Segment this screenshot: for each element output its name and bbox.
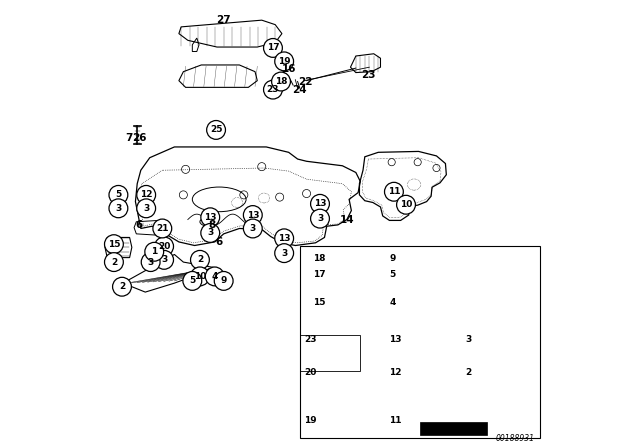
Text: 17: 17 bbox=[314, 270, 326, 279]
Circle shape bbox=[243, 219, 262, 238]
Text: 3: 3 bbox=[317, 214, 323, 223]
Text: 12: 12 bbox=[140, 190, 152, 199]
Circle shape bbox=[275, 229, 294, 248]
Text: 3: 3 bbox=[465, 336, 472, 345]
Circle shape bbox=[397, 195, 415, 214]
Text: 2: 2 bbox=[119, 282, 125, 291]
Text: 13: 13 bbox=[246, 211, 259, 220]
Text: 9: 9 bbox=[389, 254, 396, 263]
Text: 13: 13 bbox=[314, 199, 326, 208]
Circle shape bbox=[205, 267, 224, 286]
Text: 11: 11 bbox=[389, 416, 402, 425]
Text: 1: 1 bbox=[151, 247, 157, 256]
Circle shape bbox=[264, 39, 282, 57]
Bar bbox=[420, 422, 487, 435]
Circle shape bbox=[109, 199, 128, 218]
Text: 24: 24 bbox=[292, 85, 307, 95]
Text: 16: 16 bbox=[282, 65, 297, 74]
Circle shape bbox=[104, 253, 124, 271]
Circle shape bbox=[214, 271, 233, 290]
Text: 3: 3 bbox=[250, 224, 256, 233]
Text: 23: 23 bbox=[305, 336, 317, 345]
Text: 6: 6 bbox=[136, 220, 143, 230]
Text: 19: 19 bbox=[305, 416, 317, 425]
Text: 22: 22 bbox=[298, 77, 313, 86]
Circle shape bbox=[191, 250, 209, 269]
Text: 9: 9 bbox=[221, 276, 227, 285]
Text: 19: 19 bbox=[278, 57, 291, 66]
Text: 7: 7 bbox=[125, 133, 133, 143]
Circle shape bbox=[183, 271, 202, 290]
Text: 26: 26 bbox=[132, 133, 147, 143]
Circle shape bbox=[275, 244, 294, 263]
Text: 23: 23 bbox=[361, 70, 376, 80]
Circle shape bbox=[385, 182, 403, 201]
Bar bbox=[300, 246, 540, 438]
Text: 13: 13 bbox=[278, 234, 291, 243]
Text: 15: 15 bbox=[314, 298, 326, 307]
Circle shape bbox=[155, 250, 173, 269]
Text: 23: 23 bbox=[267, 85, 279, 94]
Text: 6: 6 bbox=[216, 237, 223, 247]
Bar bbox=[300, 335, 360, 371]
Text: 18: 18 bbox=[275, 77, 287, 86]
Circle shape bbox=[104, 235, 124, 254]
Text: 10: 10 bbox=[194, 272, 206, 281]
Text: 5: 5 bbox=[389, 270, 396, 279]
Text: 8: 8 bbox=[208, 220, 215, 230]
Text: 13: 13 bbox=[389, 336, 402, 345]
Text: 3: 3 bbox=[143, 204, 149, 213]
Text: 18: 18 bbox=[314, 254, 326, 263]
Text: 13: 13 bbox=[204, 213, 216, 222]
Text: 3: 3 bbox=[148, 258, 154, 267]
Circle shape bbox=[243, 206, 262, 224]
Text: 4: 4 bbox=[389, 298, 396, 307]
Circle shape bbox=[109, 185, 128, 204]
Text: 3: 3 bbox=[161, 255, 167, 264]
Text: 12: 12 bbox=[389, 368, 402, 377]
Text: 17: 17 bbox=[267, 43, 279, 52]
Text: 27: 27 bbox=[216, 15, 231, 25]
Text: 4: 4 bbox=[212, 272, 218, 281]
Circle shape bbox=[310, 194, 330, 213]
Circle shape bbox=[201, 208, 220, 227]
Text: 2: 2 bbox=[465, 368, 472, 377]
Text: 3: 3 bbox=[207, 228, 213, 237]
Circle shape bbox=[137, 185, 156, 204]
Text: 10: 10 bbox=[400, 200, 412, 209]
Circle shape bbox=[191, 267, 209, 286]
Circle shape bbox=[153, 219, 172, 238]
Text: 11: 11 bbox=[388, 187, 400, 196]
Circle shape bbox=[264, 80, 282, 99]
Text: 00188931: 00188931 bbox=[495, 434, 534, 443]
Circle shape bbox=[137, 199, 156, 218]
Text: 21: 21 bbox=[156, 224, 168, 233]
Text: 3: 3 bbox=[115, 204, 122, 213]
Circle shape bbox=[113, 277, 131, 296]
Text: 5: 5 bbox=[115, 190, 122, 199]
Circle shape bbox=[145, 242, 164, 261]
Text: 3: 3 bbox=[281, 249, 287, 258]
Text: 20: 20 bbox=[158, 242, 170, 251]
Text: 2: 2 bbox=[197, 255, 203, 264]
Circle shape bbox=[155, 237, 173, 256]
Text: 20: 20 bbox=[305, 368, 317, 377]
Circle shape bbox=[141, 253, 160, 271]
Text: 14: 14 bbox=[340, 215, 354, 224]
Text: 25: 25 bbox=[210, 125, 222, 134]
Text: 2: 2 bbox=[111, 258, 117, 267]
Circle shape bbox=[275, 52, 294, 71]
Circle shape bbox=[207, 121, 225, 139]
Text: 15: 15 bbox=[108, 240, 120, 249]
Circle shape bbox=[201, 224, 220, 242]
Text: 5: 5 bbox=[189, 276, 195, 285]
Circle shape bbox=[271, 72, 291, 91]
Circle shape bbox=[310, 209, 330, 228]
